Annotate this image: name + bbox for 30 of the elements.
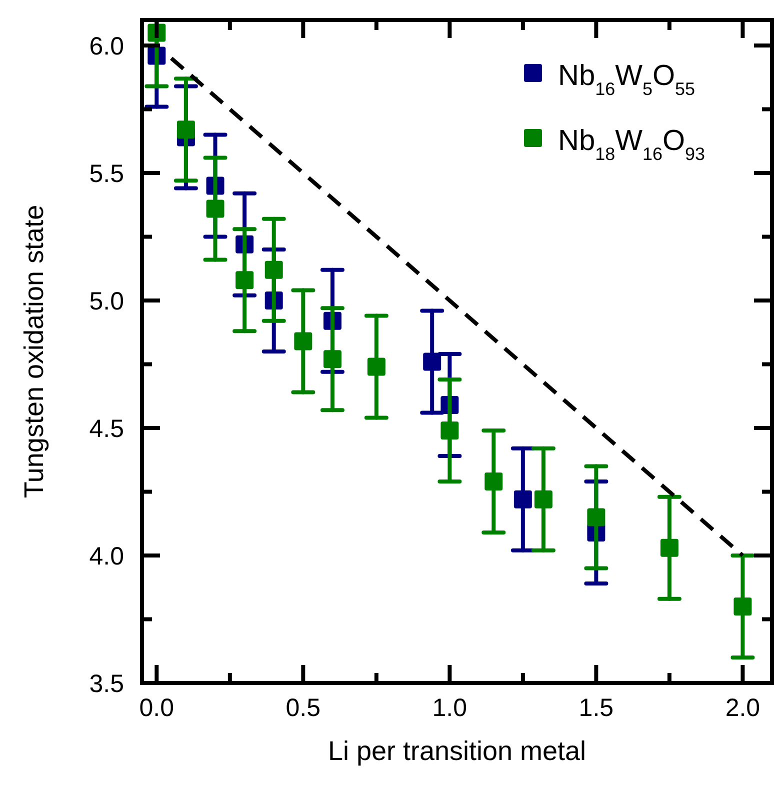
point — [534, 490, 552, 508]
y-tick-label: 5.5 — [89, 160, 124, 188]
point — [734, 598, 752, 616]
x-tick-label: 2.0 — [725, 694, 760, 722]
point — [587, 508, 606, 526]
x-tick-label: 1.0 — [432, 694, 468, 722]
y-tick-label: 6.0 — [89, 32, 124, 60]
y-tick-label: 3.5 — [89, 670, 124, 698]
point — [176, 120, 195, 139]
point — [367, 358, 386, 376]
y-tick-label: 4.5 — [89, 415, 124, 443]
y-tick-label: 5.0 — [89, 288, 124, 316]
legend-label: Nb$_{18}$W$_{16}$O$_{93}$ — [558, 125, 706, 164]
x-tick-label: 1.5 — [578, 694, 614, 722]
point — [294, 332, 312, 350]
point — [484, 472, 503, 491]
point — [264, 260, 283, 279]
point — [323, 350, 342, 368]
point — [440, 422, 459, 440]
point — [236, 271, 254, 290]
legend-label: Nb$_{16}$W$_{5}$O$_{55}$ — [558, 60, 696, 99]
x-tick-label: 0.0 — [139, 694, 174, 722]
x-tick-label: 0.5 — [286, 694, 321, 722]
point — [514, 490, 532, 508]
point — [206, 200, 224, 218]
x-axis-title: Li per transition metal — [328, 736, 586, 766]
y-tick-label: 4.0 — [89, 542, 124, 570]
y-axis-title: Tungsten oxidation state — [19, 204, 49, 498]
point — [660, 538, 678, 557]
point — [423, 352, 442, 371]
